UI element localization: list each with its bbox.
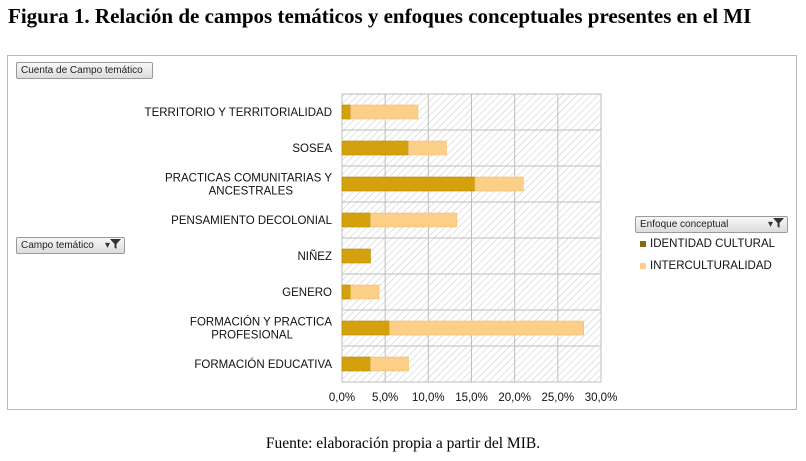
category-label: PENSAMIENTO DECOLONIAL: [171, 215, 332, 227]
x-tick-label: 5,0%: [372, 392, 398, 404]
legend-item-interculturalidad: INTERCULTURALIDAD: [640, 260, 772, 272]
x-tick-label: 0,0%: [329, 392, 355, 404]
bar-interculturalidad: [370, 212, 458, 228]
category-label: SOSEA: [292, 143, 332, 155]
x-tick-label: 15,0%: [455, 392, 488, 404]
bar-identidad: [341, 140, 409, 156]
bars: [341, 104, 585, 372]
bar-identidad: [341, 212, 371, 228]
bar-identidad: [341, 320, 390, 336]
category-label: TERRITORIO Y TERRITORIALIDAD: [145, 107, 332, 119]
category-label: PRACTICAS COMUNITARIAS Y ANCESTRALES: [165, 173, 332, 198]
legend-label-interculturalidad: INTERCULTURALIDAD: [650, 260, 772, 272]
value-field-button[interactable]: Cuenta de Campo temático: [16, 62, 153, 79]
row-field-label: Campo temático: [21, 240, 94, 251]
bar-identidad: [341, 176, 476, 192]
figure-title: Figura 1. Relación de campos temáticos y…: [8, 4, 752, 28]
source-note: Fuente: elaboración propia a partir del …: [265, 435, 541, 452]
value-field-label: Cuenta de Campo temático: [21, 65, 143, 76]
legend-label-identidad: IDENTIDAD CULTURAL: [650, 238, 776, 250]
bar-identidad: [341, 248, 371, 264]
x-tick-label: 30,0%: [585, 392, 618, 404]
category-label: FORMACIÓN Y PRACTICA PROFESIONAL: [190, 316, 332, 342]
bar-interculturalidad: [474, 176, 524, 192]
legend-item-identidad: IDENTIDAD CULTURAL: [640, 238, 775, 250]
legend-field-label: Enfoque conceptual: [640, 219, 729, 230]
category-label: NIÑEZ: [298, 250, 333, 263]
bar-interculturalidad: [389, 320, 585, 336]
bar-identidad: [341, 284, 351, 300]
x-tick-label: 20,0%: [498, 392, 531, 404]
legend-swatch-interculturalidad: [640, 262, 646, 269]
category-label: FORMACIÓN EDUCATIVA: [194, 358, 332, 371]
filter-dropdown-icon[interactable]: ▾: [105, 239, 121, 251]
bar-identidad: [341, 356, 371, 372]
legend-field-button[interactable]: Enfoque conceptual ▾: [635, 216, 788, 233]
bar-identidad: [341, 104, 351, 120]
category-label: GENERO: [282, 287, 332, 299]
legend-swatch-identidad: [640, 240, 646, 247]
category-labels: TERRITORIO Y TERRITORIALIDAD SOSEA PRACTIC…: [145, 107, 333, 371]
filter-dropdown-icon[interactable]: ▾: [768, 218, 784, 230]
x-tick-label: 25,0%: [542, 392, 575, 404]
bar-interculturalidad: [370, 356, 409, 372]
row-field-button[interactable]: Campo temático ▾: [16, 237, 125, 254]
bar-interculturalidad: [350, 284, 380, 300]
x-tick-labels: 0,0% 5,0% 10,0% 15,0% 20,0% 25,0% 30,0%: [329, 392, 617, 404]
x-tick-label: 10,0%: [412, 392, 445, 404]
bar-interculturalidad: [408, 140, 447, 156]
bar-interculturalidad: [350, 104, 419, 120]
